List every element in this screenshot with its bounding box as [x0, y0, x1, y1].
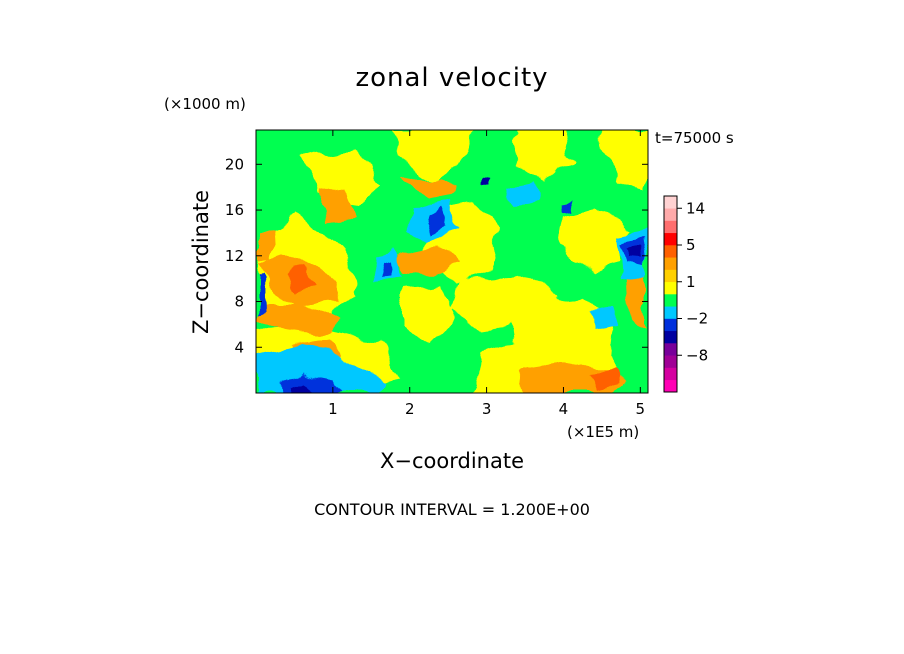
x-tick-label: 3 [482, 400, 492, 418]
colorbar-tick-label: −2 [686, 310, 708, 328]
time-label: t=75000 s [655, 129, 734, 147]
contour-region-blue [483, 180, 493, 190]
y-axis-unit: (×1000 m) [164, 95, 246, 113]
colorbar-band [664, 355, 677, 368]
contour-region-blue [380, 258, 390, 273]
contour-region-blue [290, 380, 318, 393]
y-tick-label: 4 [234, 338, 244, 356]
contour-region-yellow [600, 130, 648, 190]
y-tick-label: 8 [234, 293, 244, 311]
x-tick-label: 2 [405, 400, 415, 418]
y-tick-label: 20 [225, 155, 244, 173]
colorbar-band [664, 208, 677, 221]
colorbar-tick-label: 14 [686, 199, 705, 217]
contour-region-blue [562, 196, 576, 210]
contour-region-yellow [300, 150, 380, 205]
contour-region-orange [590, 368, 618, 390]
colorbar-frame [663, 195, 678, 393]
colorbar-band [664, 343, 677, 356]
contour-region-yellow [256, 130, 480, 180]
contour-region-orange [290, 270, 320, 292]
contour-region-blue [256, 278, 263, 312]
x-axis: 1 2 3 4 5 [328, 130, 645, 418]
y-tick-label: 12 [225, 247, 244, 265]
contour-region-orange [400, 178, 455, 198]
contour-region-cyan [585, 305, 620, 332]
colorbar-tick-label: 1 [686, 273, 696, 291]
contour-region-yellow [510, 130, 575, 180]
colorbar-band [664, 367, 677, 381]
plot-frame [255, 129, 649, 394]
contour-region-cyan [510, 180, 540, 200]
contour-region-blue [425, 208, 448, 232]
x-tick-label: 5 [636, 400, 646, 418]
colorbar-band [664, 318, 677, 332]
contour-region-orange [256, 225, 272, 262]
contour-region-orange [320, 190, 355, 220]
plot-area [256, 130, 648, 393]
y-axis: 4 8 12 16 20 [225, 155, 648, 356]
colorbar-band [664, 281, 677, 295]
contour-region-yellow [400, 285, 455, 345]
colorbar-band [664, 294, 677, 307]
contour-interval-label: CONTOUR INTERVAL = 1.200E+00 [314, 500, 590, 519]
colorbar-band [664, 306, 677, 319]
contour-region-blue [632, 247, 645, 265]
contour-field [256, 130, 648, 393]
x-tick-label: 1 [328, 400, 338, 418]
colorbar: 14 5 1 −2 −8 [663, 195, 708, 393]
x-tick-label: 4 [559, 400, 569, 418]
colorbar-band [664, 330, 677, 344]
contour-region-yellow [560, 205, 630, 270]
contour-region-orange [256, 300, 340, 335]
chart-title: zonal velocity [355, 63, 548, 93]
colorbar-band [664, 269, 677, 283]
y-axis-label: Z−coordinate [189, 190, 213, 334]
y-tick-label: 16 [225, 201, 244, 219]
colorbar-band [664, 196, 677, 209]
x-axis-unit: (×1E5 m) [567, 423, 639, 441]
colorbar-tick-label: −8 [686, 346, 708, 364]
colorbar-band [664, 379, 677, 393]
contour-region-orange [395, 245, 460, 275]
colorbar-band [664, 245, 677, 258]
colorbar-band [664, 257, 677, 270]
x-axis-label: X−coordinate [380, 449, 524, 473]
colorbar-band [664, 232, 677, 246]
colorbar-band [664, 220, 677, 234]
colorbar-tick-label: 5 [686, 236, 696, 254]
